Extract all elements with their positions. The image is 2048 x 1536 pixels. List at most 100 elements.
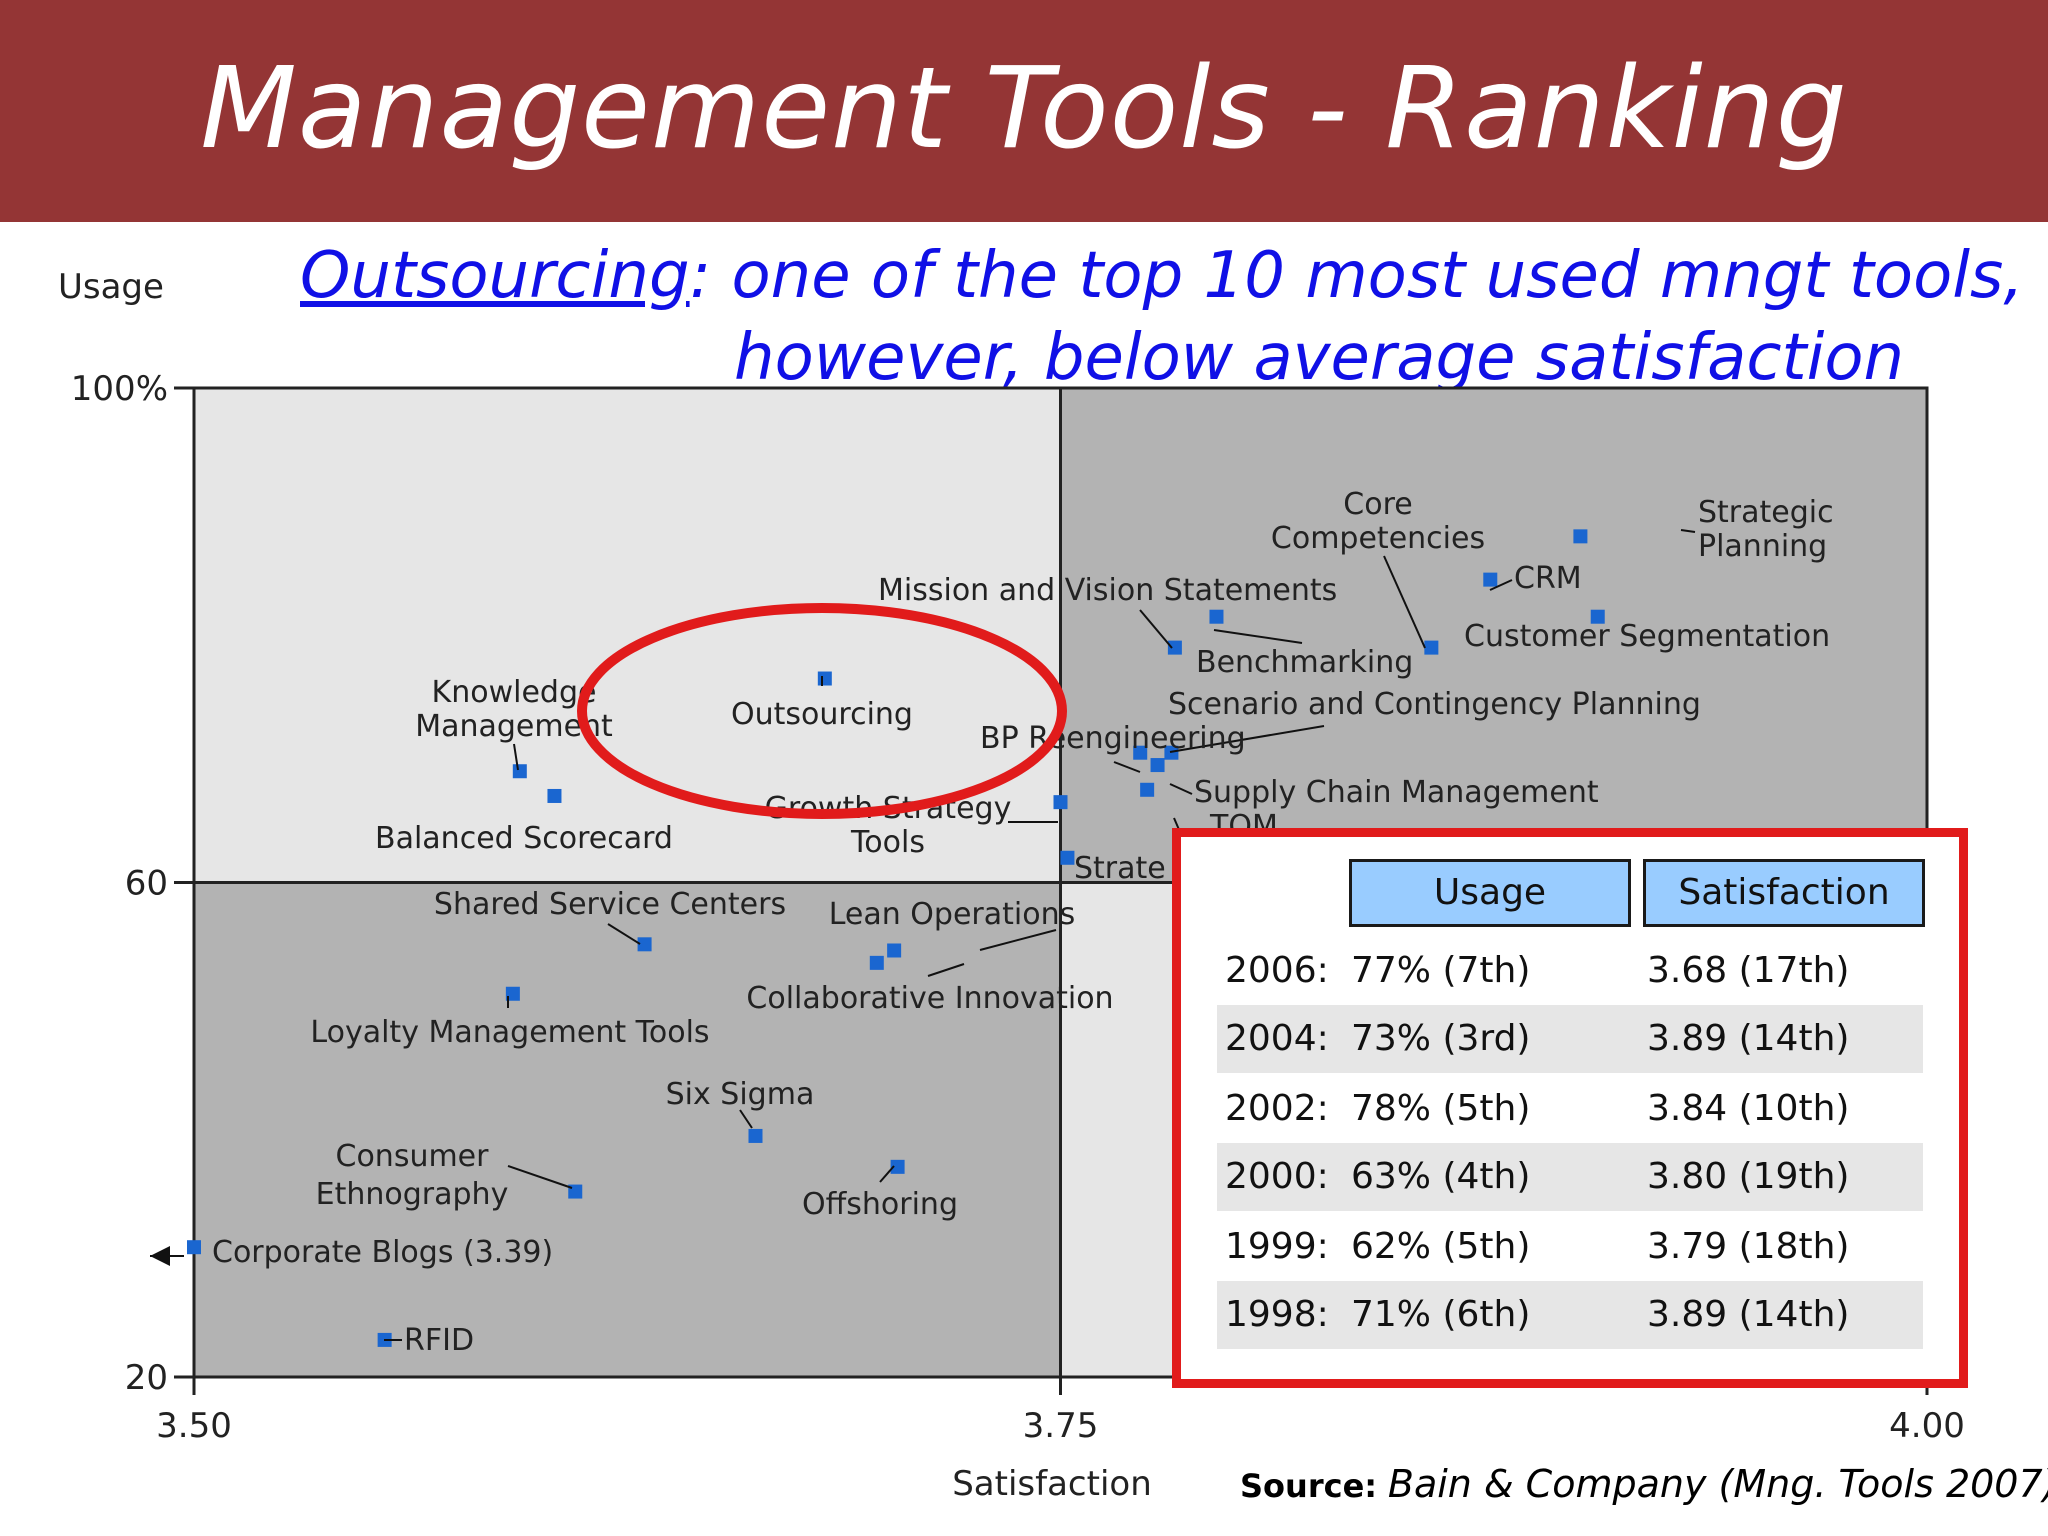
- data-point: [1590, 609, 1605, 624]
- quadrant-top-right: [1060, 388, 1927, 883]
- data-point: [1053, 795, 1068, 810]
- point-label: Outsourcing: [731, 697, 913, 732]
- point-label: BP Reengineering: [980, 721, 1246, 756]
- page-title: Management Tools - Ranking: [200, 44, 1848, 174]
- satisfaction-column-header: Satisfaction: [1643, 859, 1925, 927]
- usage-cell: 62% (5th): [1351, 1226, 1531, 1267]
- usage-cell: 77% (7th): [1351, 950, 1531, 991]
- point-label: Collaborative Innovation: [746, 981, 1113, 1016]
- usage-cell: 71% (6th): [1351, 1294, 1531, 1335]
- leader-line: [1139, 609, 1173, 649]
- data-point: [1573, 529, 1588, 544]
- y-tick-label: 60: [125, 864, 168, 904]
- data-point: [817, 671, 832, 686]
- data-point: [1150, 758, 1165, 773]
- source-label: Source:: [1240, 1467, 1378, 1505]
- data-point: [1133, 745, 1148, 760]
- data-point: [547, 788, 562, 803]
- table-row: 2004: 73% (3rd) 3.89 (14th): [1217, 1005, 1923, 1073]
- point-label: Supply Chain Management: [1194, 775, 1599, 810]
- leader-line: [1169, 783, 1193, 795]
- leader-line: [607, 923, 641, 945]
- data-point: [887, 943, 902, 958]
- leader-line: [879, 1165, 895, 1183]
- data-point: [1167, 640, 1182, 655]
- x-tick-label: 4.00: [1889, 1406, 1965, 1446]
- headline-line-1: Outsourcing: one of the top 10 most used…: [300, 236, 2024, 316]
- data-point: [637, 937, 652, 952]
- headline-line-1-text: : one of the top 10 most used mngt tools…: [689, 239, 2024, 313]
- point-label: Mission and Vision Statements: [878, 573, 1337, 608]
- point-label: Benchmarking: [1196, 645, 1413, 680]
- leader-line: [1213, 629, 1303, 644]
- usage-column-header: Usage: [1349, 859, 1631, 927]
- year-cell: 2006:: [1225, 950, 1329, 991]
- data-point: [1209, 609, 1224, 624]
- x-tick-label: 3.75: [1023, 1406, 1099, 1446]
- satisfaction-cell: 3.89 (14th): [1647, 1018, 1850, 1059]
- title-bar: [0, 0, 2048, 222]
- data-point: [1140, 782, 1155, 797]
- table-row: 1999: 62% (5th) 3.79 (18th): [1217, 1213, 1923, 1281]
- data-point: [1060, 850, 1075, 865]
- y-tick-label: 100%: [71, 369, 168, 409]
- point-label: Balanced Scorecard: [375, 821, 673, 856]
- data-points: [187, 529, 1605, 1347]
- point-label: CRM: [1514, 561, 1582, 596]
- usage-cell: 73% (3rd): [1351, 1018, 1531, 1059]
- point-label: Tools: [850, 825, 925, 860]
- year-cell: 2000:: [1225, 1156, 1329, 1197]
- point-label: Scenario and Contingency Planning: [1168, 687, 1701, 722]
- data-point: [505, 986, 520, 1001]
- point-label: Core: [1343, 487, 1412, 522]
- data-point: [1483, 572, 1498, 587]
- point-label: Six Sigma: [666, 1077, 815, 1112]
- data-point: [1424, 640, 1439, 655]
- satisfaction-cell: 3.79 (18th): [1647, 1226, 1850, 1267]
- satisfaction-cell: 3.80 (19th): [1647, 1156, 1850, 1197]
- x-axis-title: Satisfaction: [952, 1464, 1152, 1504]
- leader-line: [1489, 579, 1513, 591]
- point-label: Knowledge: [432, 675, 597, 710]
- table-row: 2000: 63% (4th) 3.80 (19th): [1217, 1143, 1923, 1211]
- satisfaction-cell: 3.68 (17th): [1647, 950, 1850, 991]
- table-row: 2002: 78% (5th) 3.84 (10th): [1217, 1075, 1923, 1143]
- leader-line: [513, 743, 519, 771]
- point-label: Shared Service Centers: [434, 887, 786, 922]
- point-label: Competencies: [1271, 521, 1485, 556]
- data-point: [187, 1240, 201, 1255]
- quadrant-bottom-left: [194, 882, 1061, 1377]
- leader-line: [927, 963, 965, 977]
- point-label: Planning: [1698, 529, 1827, 564]
- headline-line-2: however, below average satisfaction: [734, 321, 1905, 395]
- year-cell: 2004:: [1225, 1018, 1329, 1059]
- satisfaction-cell: 3.84 (10th): [1647, 1088, 1850, 1129]
- data-point: [512, 764, 527, 779]
- leader-line: [739, 1109, 753, 1129]
- point-label: Corporate Blogs (3.39): [212, 1235, 553, 1270]
- point-label: Loyalty Management Tools: [310, 1015, 709, 1050]
- source-note: Source: Bain & Company (Mng. Tools 2007): [1240, 1462, 2048, 1506]
- table-row: 1998: 71% (6th) 3.89 (14th): [1217, 1281, 1923, 1349]
- point-label: Strate: [1074, 851, 1166, 886]
- outsourcing-link[interactable]: Outsourcing: [300, 239, 690, 313]
- data-point: [890, 1159, 905, 1174]
- source-text: Bain & Company (Mng. Tools 2007): [1387, 1462, 2048, 1506]
- leader-line: [1169, 725, 1325, 753]
- point-label: Ethnography: [316, 1177, 509, 1212]
- quadrant-top-left: [194, 388, 1061, 883]
- year-cell: 2002:: [1225, 1088, 1329, 1129]
- satisfaction-cell: 3.89 (14th): [1647, 1294, 1850, 1335]
- x-tick-label: 3.50: [156, 1406, 232, 1446]
- outsourcing-history-table: Usage Satisfaction 2006: 77% (7th) 3.68 (1…: [1172, 828, 1968, 1388]
- y-axis-title: Usage: [58, 267, 164, 307]
- y-tick-label: 20: [125, 1358, 168, 1398]
- usage-cell: 78% (5th): [1351, 1088, 1531, 1129]
- table-row: 2006: 77% (7th) 3.68 (17th): [1217, 937, 1923, 1005]
- data-point: [869, 955, 884, 970]
- offscale-arrow-icon: [150, 1246, 170, 1266]
- point-label: Strategic: [1698, 495, 1834, 530]
- point-label: Offshoring: [802, 1187, 958, 1222]
- leader-line: [1680, 529, 1696, 533]
- leader-line: [507, 1165, 573, 1189]
